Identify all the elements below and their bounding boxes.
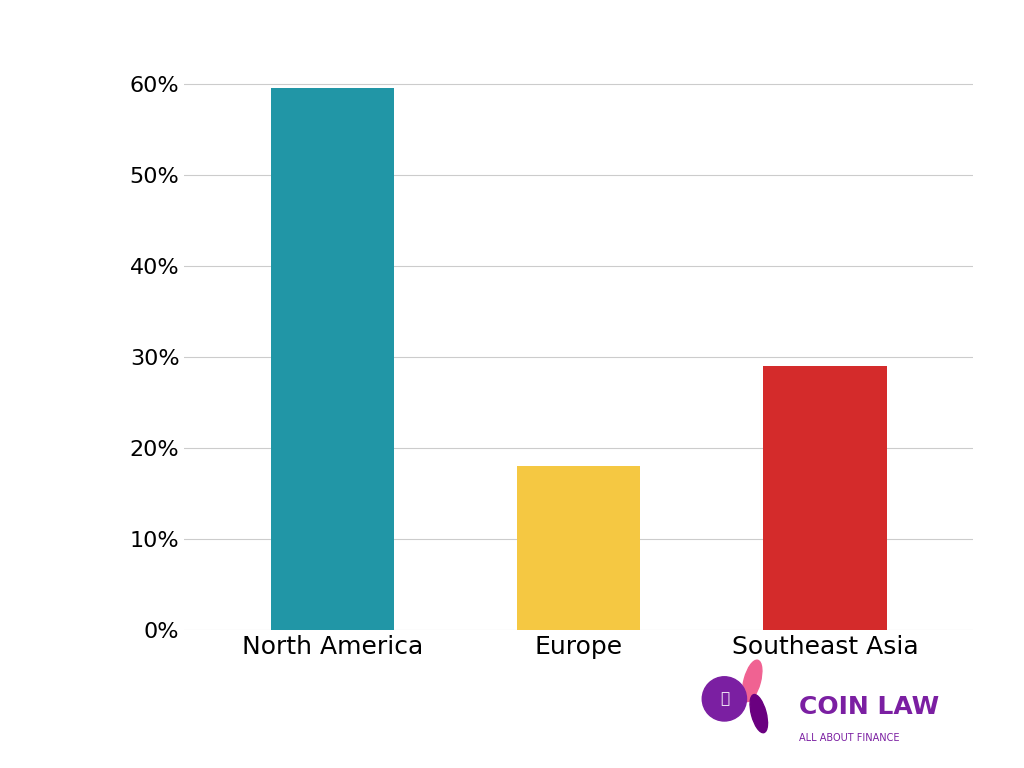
Bar	[763, 366, 887, 630]
Bar	[270, 88, 394, 630]
Ellipse shape	[750, 694, 768, 733]
Circle shape	[702, 677, 746, 721]
Text: ₿: ₿	[720, 691, 729, 707]
Bar	[517, 466, 640, 630]
Ellipse shape	[742, 660, 762, 701]
Text: COIN LAW: COIN LAW	[799, 695, 939, 720]
Text: ALL ABOUT FINANCE: ALL ABOUT FINANCE	[799, 733, 899, 743]
